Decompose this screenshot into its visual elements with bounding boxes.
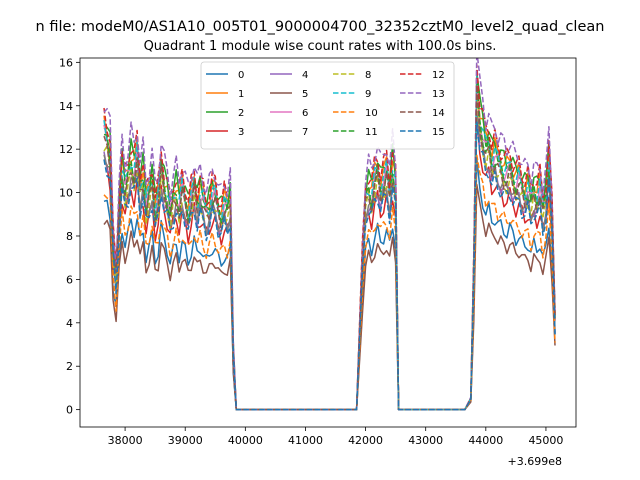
x-tick-label: 38000 [108,434,143,447]
series-layer [103,58,556,411]
legend-label-0: 0 [238,70,244,81]
series-line-0 [103,156,556,411]
y-tick-label: 10 [59,187,73,200]
legend-label-5: 5 [302,89,308,100]
legend-label-8: 8 [365,70,371,81]
legend-label-9: 9 [365,89,371,100]
legend-label-1: 1 [238,89,244,100]
legend-label-3: 3 [238,127,244,138]
y-tick-label: 16 [59,56,73,69]
x-axis: 38000 39000 40000 41000 42000 43000 44000 45000 [108,427,563,447]
legend-frame [200,61,455,150]
legend-label-10: 10 [365,108,378,119]
y-tick-label: 6 [66,273,73,286]
y-tick-label: 12 [59,143,73,156]
axes-frame [79,57,577,428]
chart-title: Quadrant 1 module wise count rates with … [144,39,497,54]
x-tick-label: 40000 [228,434,263,447]
legend-label-4: 4 [302,70,308,81]
y-axis: 0 2 4 6 8 10 12 14 16 [59,56,80,417]
legend-label-2: 2 [238,108,244,119]
x-offset-label: +3.699e8 [508,455,562,468]
legend-label-13: 13 [432,89,445,100]
y-tick-label: 2 [66,360,73,373]
legend-label-12: 12 [432,70,445,81]
y-tick-label: 14 [59,100,73,113]
series-line-13 [103,58,556,411]
y-tick-label: 8 [66,230,73,243]
legend-label-6: 6 [302,108,308,119]
figure-suptitle: n file: modeM0/AS1A10_005T01_9000004700_… [36,19,605,35]
x-tick-label: 45000 [528,434,563,447]
x-tick-label: 44000 [468,434,503,447]
legend-label-14: 14 [432,108,445,119]
x-tick-label: 42000 [348,434,383,447]
x-tick-label: 43000 [408,434,443,447]
x-tick-label: 39000 [168,434,203,447]
legend-label-7: 7 [302,127,308,138]
legend-label-15: 15 [432,127,445,138]
series-line-5 [103,183,556,411]
y-tick-label: 0 [66,404,73,417]
y-tick-label: 4 [66,317,73,330]
series-line-15 [103,121,556,411]
x-tick-label: 41000 [288,434,323,447]
legend-label-11: 11 [365,127,378,138]
